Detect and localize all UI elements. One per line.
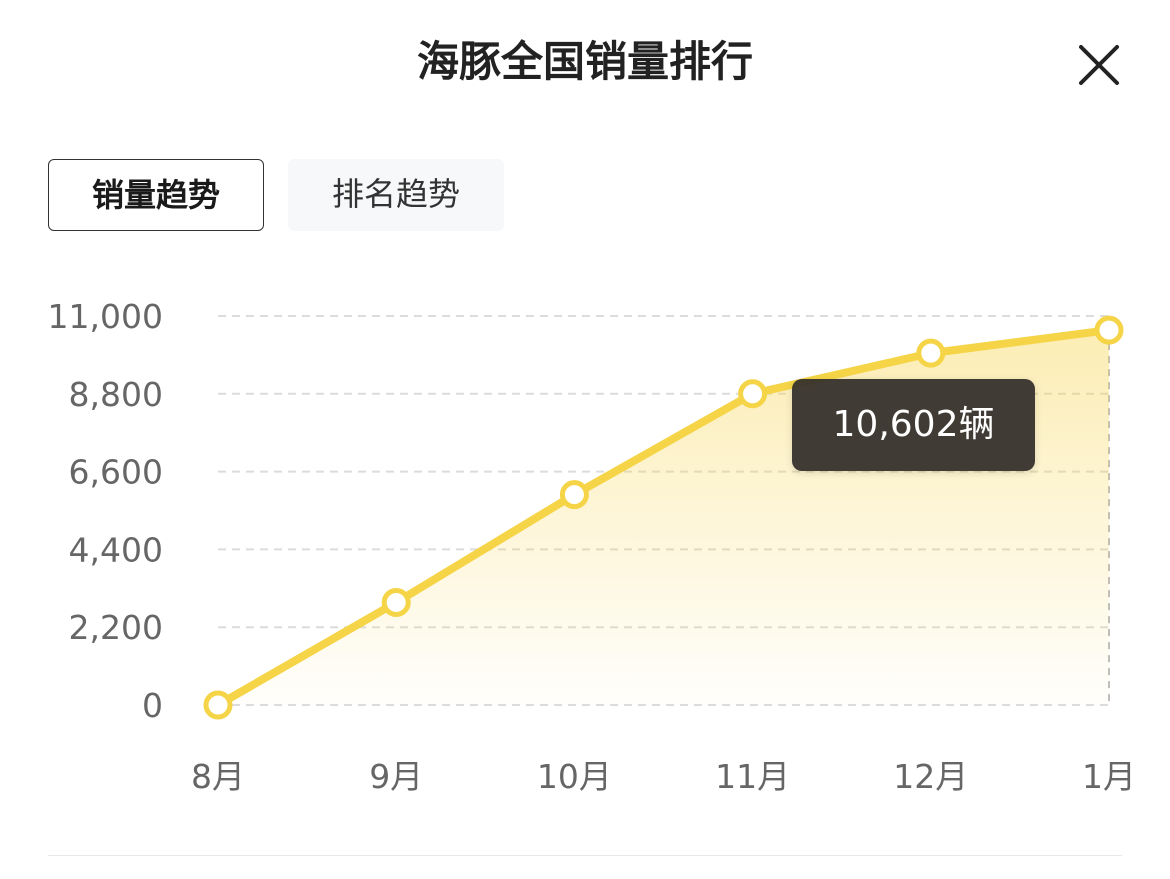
x-tick-label: 9月 [369, 757, 423, 796]
page-title: 海豚全国销量排行 [416, 37, 753, 86]
close-icon [1079, 45, 1119, 85]
tab-ranking-trend[interactable]: 排名趋势 [288, 159, 504, 231]
data-point[interactable] [559, 480, 589, 510]
x-tick-label: 1月 [1082, 757, 1136, 796]
y-tick-label: 4,400 [69, 530, 163, 569]
y-tick-label: 0 [142, 686, 163, 725]
x-tick-label: 10月 [537, 757, 612, 796]
y-tick-label: 8,800 [69, 375, 163, 414]
tab-sales-trend[interactable]: 销量趋势 [48, 159, 264, 231]
data-point[interactable] [738, 379, 768, 409]
x-tick-label: 8月 [191, 757, 245, 796]
series-line [214, 326, 1113, 709]
x-tick-label: 12月 [893, 757, 968, 796]
value-tooltip: 10,602辆 [792, 379, 1035, 471]
data-point[interactable] [916, 338, 946, 368]
close-button[interactable] [1070, 36, 1128, 94]
sales-trend-chart: 0 2,200 4,400 6,600 8,800 11,000 8月 9月 10月 11月 12… [48, 297, 1136, 796]
x-tick-label: 11月 [715, 757, 790, 796]
data-point[interactable] [381, 587, 411, 617]
y-tick-label: 11,000 [48, 297, 163, 336]
data-point[interactable] [203, 690, 233, 720]
bottom-divider [48, 855, 1122, 856]
data-point[interactable] [1094, 315, 1124, 345]
y-tick-label: 2,200 [69, 608, 163, 647]
y-tick-label: 6,600 [69, 453, 163, 492]
